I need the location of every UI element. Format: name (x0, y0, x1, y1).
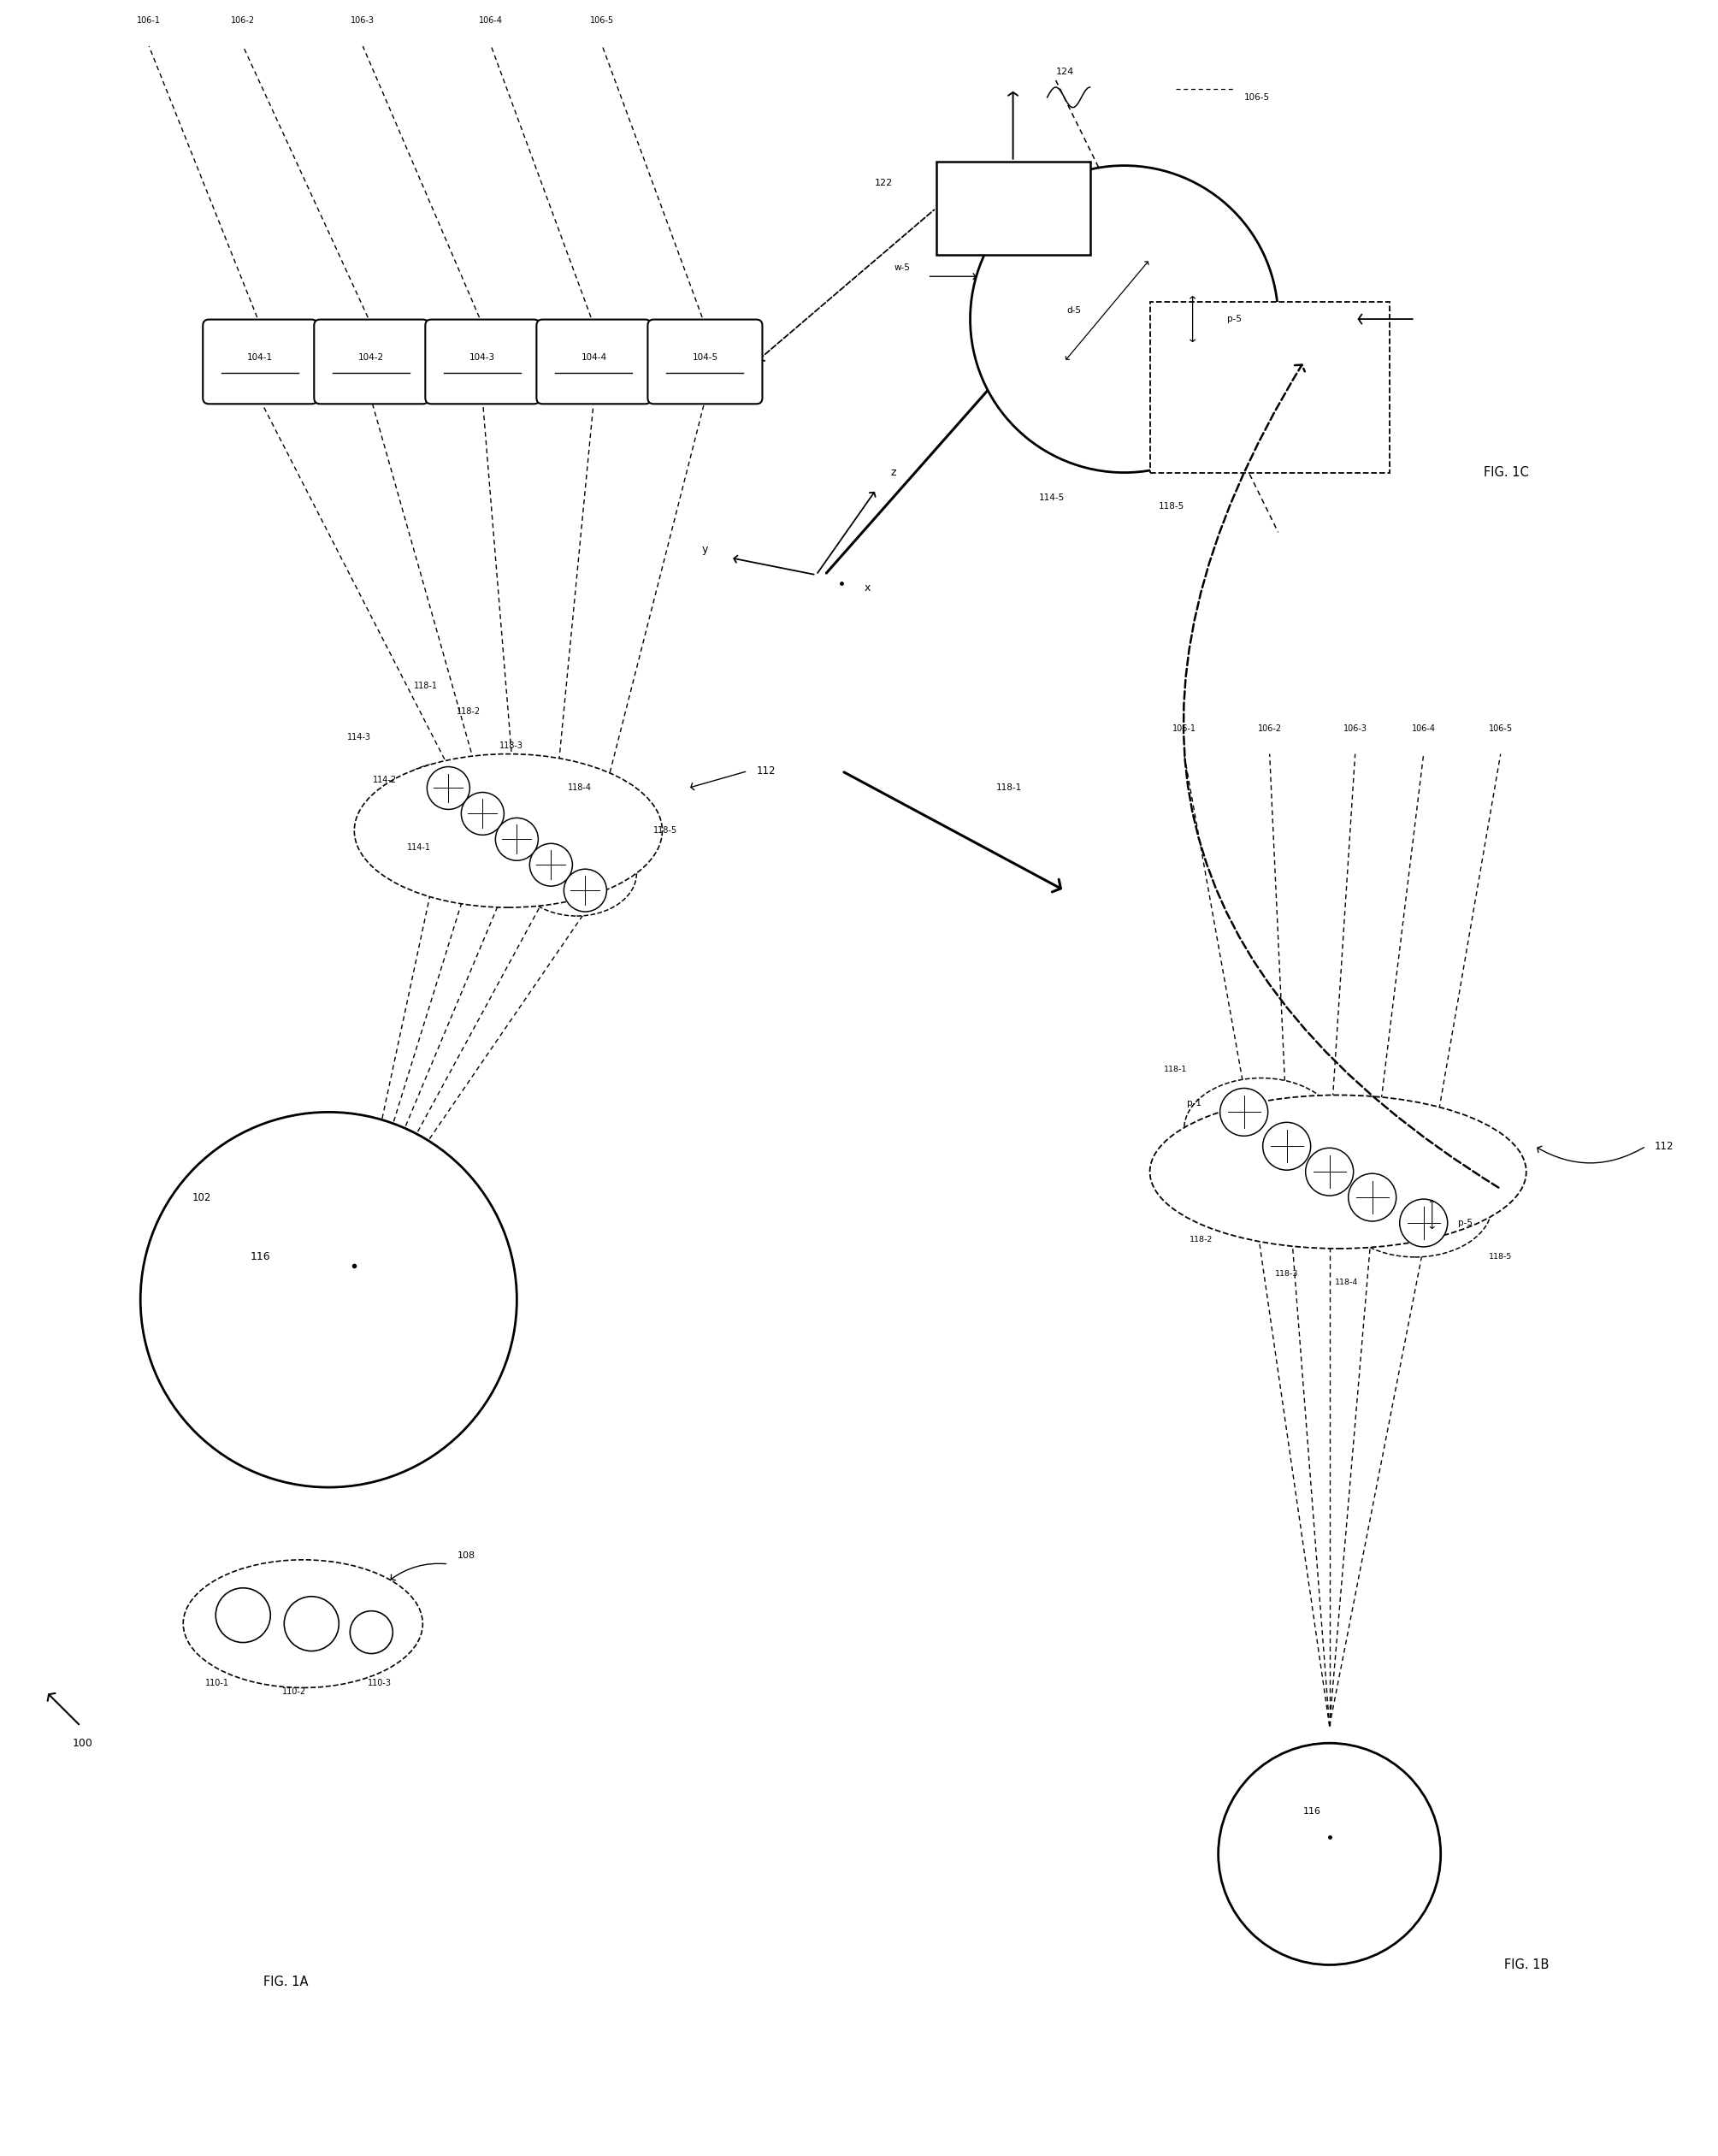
Circle shape (971, 166, 1278, 472)
Text: 118-1: 118-1 (996, 785, 1022, 793)
Text: p-1: p-1 (1187, 1100, 1201, 1108)
FancyBboxPatch shape (936, 162, 1089, 254)
Text: d-5: d-5 (1067, 306, 1081, 315)
Text: 106-5: 106-5 (1244, 93, 1270, 101)
Text: 118-4: 118-4 (569, 785, 593, 793)
Text: FIG. 1B: FIG. 1B (1503, 1958, 1548, 1971)
Text: p-5: p-5 (1227, 315, 1242, 323)
Text: p-5: p-5 (1459, 1218, 1472, 1227)
Text: 116: 116 (1304, 1807, 1321, 1815)
Text: 106-1: 106-1 (137, 17, 161, 26)
Text: 118-1: 118-1 (1163, 1065, 1187, 1074)
Circle shape (216, 1589, 270, 1643)
Text: 106-1: 106-1 (1172, 724, 1196, 733)
Circle shape (1400, 1199, 1448, 1246)
Text: 118-4: 118-4 (1335, 1279, 1359, 1287)
Circle shape (1263, 1123, 1311, 1171)
Text: x: x (864, 582, 871, 593)
Text: 110-3: 110-3 (368, 1680, 392, 1688)
FancyBboxPatch shape (314, 319, 430, 403)
Text: 106-4: 106-4 (479, 17, 503, 26)
Circle shape (460, 793, 503, 834)
Text: 114-3: 114-3 (347, 733, 371, 742)
Text: 104-1: 104-1 (247, 354, 273, 362)
Text: 118-5: 118-5 (1158, 502, 1184, 511)
FancyBboxPatch shape (648, 319, 763, 403)
Text: 118-2: 118-2 (1189, 1235, 1213, 1244)
Text: 106-5: 106-5 (1488, 724, 1512, 733)
Circle shape (1218, 1744, 1441, 1964)
Text: 104-3: 104-3 (469, 354, 495, 362)
Circle shape (428, 768, 469, 808)
Text: 120: 120 (1115, 196, 1134, 205)
Text: 122: 122 (874, 179, 893, 188)
Ellipse shape (1184, 1078, 1338, 1179)
Circle shape (350, 1611, 393, 1654)
Text: 116: 116 (251, 1250, 270, 1263)
Text: 118-5: 118-5 (653, 826, 677, 834)
Text: 118-1: 118-1 (414, 681, 438, 690)
Text: 118-3: 118-3 (1275, 1270, 1299, 1279)
Text: 106-5: 106-5 (591, 17, 615, 26)
Text: z: z (890, 468, 897, 479)
FancyBboxPatch shape (536, 319, 651, 403)
Circle shape (1349, 1173, 1397, 1220)
Text: 106-2: 106-2 (1258, 724, 1282, 733)
Circle shape (1220, 1089, 1268, 1136)
Text: w-5: w-5 (893, 263, 911, 272)
Ellipse shape (354, 755, 661, 908)
Text: 106-3: 106-3 (1343, 724, 1368, 733)
Text: 108: 108 (457, 1552, 474, 1559)
FancyBboxPatch shape (426, 319, 539, 403)
Text: 100: 100 (72, 1738, 93, 1749)
Text: 112: 112 (756, 765, 775, 776)
Text: 104-2: 104-2 (359, 354, 385, 362)
Ellipse shape (1261, 1121, 1433, 1222)
Circle shape (529, 843, 572, 886)
Ellipse shape (388, 763, 509, 847)
Text: y: y (703, 543, 708, 554)
Ellipse shape (184, 1559, 423, 1688)
Text: 118-2: 118-2 (457, 707, 481, 716)
Text: 114-5: 114-5 (1039, 494, 1065, 502)
Text: FIG. 1A: FIG. 1A (263, 1975, 308, 1988)
FancyBboxPatch shape (203, 319, 318, 403)
Ellipse shape (466, 800, 569, 877)
Text: 106-4: 106-4 (1412, 724, 1436, 733)
Text: 118-5: 118-5 (1490, 1253, 1512, 1261)
Text: 114-2: 114-2 (373, 776, 397, 785)
Ellipse shape (1149, 1095, 1526, 1248)
Text: 118-3: 118-3 (500, 742, 524, 750)
Circle shape (141, 1112, 517, 1488)
Text: FIG. 1C: FIG. 1C (1483, 466, 1529, 479)
Text: 106-2: 106-2 (230, 17, 254, 26)
Text: 114-1: 114-1 (407, 843, 431, 852)
Text: 106-3: 106-3 (350, 17, 375, 26)
Text: 104-4: 104-4 (581, 354, 606, 362)
Text: 104-5: 104-5 (692, 354, 718, 362)
Circle shape (1306, 1147, 1354, 1197)
Text: 110-1: 110-1 (206, 1680, 230, 1688)
Circle shape (564, 869, 606, 912)
Text: 102: 102 (192, 1192, 211, 1203)
Bar (1149, 302, 1390, 472)
Text: 112: 112 (1654, 1141, 1673, 1151)
Text: Processor: Processor (990, 205, 1036, 213)
Ellipse shape (1338, 1156, 1491, 1257)
Text: 110-2: 110-2 (282, 1688, 306, 1697)
Text: 124: 124 (1057, 67, 1074, 75)
Circle shape (283, 1595, 338, 1651)
Circle shape (495, 817, 538, 860)
Ellipse shape (517, 830, 637, 916)
